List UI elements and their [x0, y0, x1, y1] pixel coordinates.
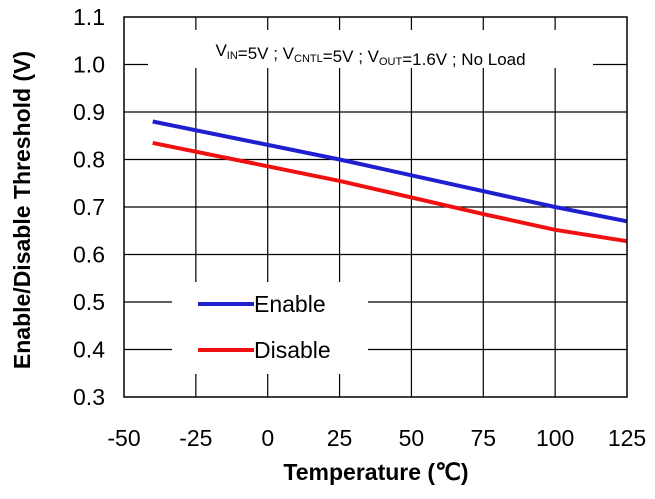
- series-line-disable: [152, 140, 628, 244]
- annotation-text: V: [215, 41, 227, 60]
- y-tick-label: 0.4: [73, 337, 105, 363]
- x-tick-label: 75: [470, 425, 496, 451]
- x-tick-label: 50: [399, 425, 425, 451]
- x-tick-label: -25: [179, 425, 212, 451]
- annotation-layer: VIN=5V ; VCNTL=5V ; VOUT=1.6V ; No Load: [148, 30, 593, 69]
- annotation-box: [148, 30, 593, 68]
- annotation-text: =5V ; V: [323, 47, 380, 66]
- annotation-subscript: IN: [227, 50, 238, 62]
- conditions-annotation: VIN=5V ; VCNTL=5V ; VOUT=1.6V ; No Load: [215, 41, 525, 69]
- tick-layer: -50 -25 0 25 50 75 100 125 0.3 0.4 0.5 0.6 0.7 0.8 0.9…: [73, 4, 646, 451]
- annotation-text: =1.6V ; No Load: [402, 50, 525, 69]
- annotation-subscript: OUT: [379, 56, 403, 68]
- y-tick-label: 1.0: [73, 52, 105, 78]
- series-layer: [152, 119, 628, 244]
- annotation-subscript: CNTL: [294, 53, 323, 65]
- frame-layer: [123, 16, 628, 398]
- y-tick-label: 0.8: [73, 147, 105, 173]
- legend-label-disable: Disable: [254, 337, 331, 363]
- x-tick-label: 100: [536, 425, 574, 451]
- x-tick-label: 0: [261, 425, 274, 451]
- x-tick-label: 25: [327, 425, 353, 451]
- y-tick-label: 0.7: [73, 194, 105, 220]
- y-tick-label: 1.1: [73, 4, 105, 30]
- x-tick-label: -50: [107, 425, 140, 451]
- y-axis-title: Enable/Disable Threshold (V): [9, 51, 35, 369]
- series-line-enable: [152, 119, 628, 224]
- x-axis-title: Temperature (℃): [283, 459, 468, 485]
- annotation-text: =5V ; V: [238, 44, 295, 63]
- plot-frame: [123, 16, 628, 398]
- x-tick-label: 125: [608, 425, 646, 451]
- y-tick-label: 0.6: [73, 242, 105, 268]
- legend-box: [172, 282, 368, 374]
- legend-label-enable: Enable: [254, 291, 326, 317]
- y-tick-label: 0.5: [73, 289, 105, 315]
- y-tick-label: 0.9: [73, 99, 105, 125]
- legend-layer: Enable Disable: [172, 282, 368, 374]
- y-tick-label: 0.3: [73, 384, 105, 410]
